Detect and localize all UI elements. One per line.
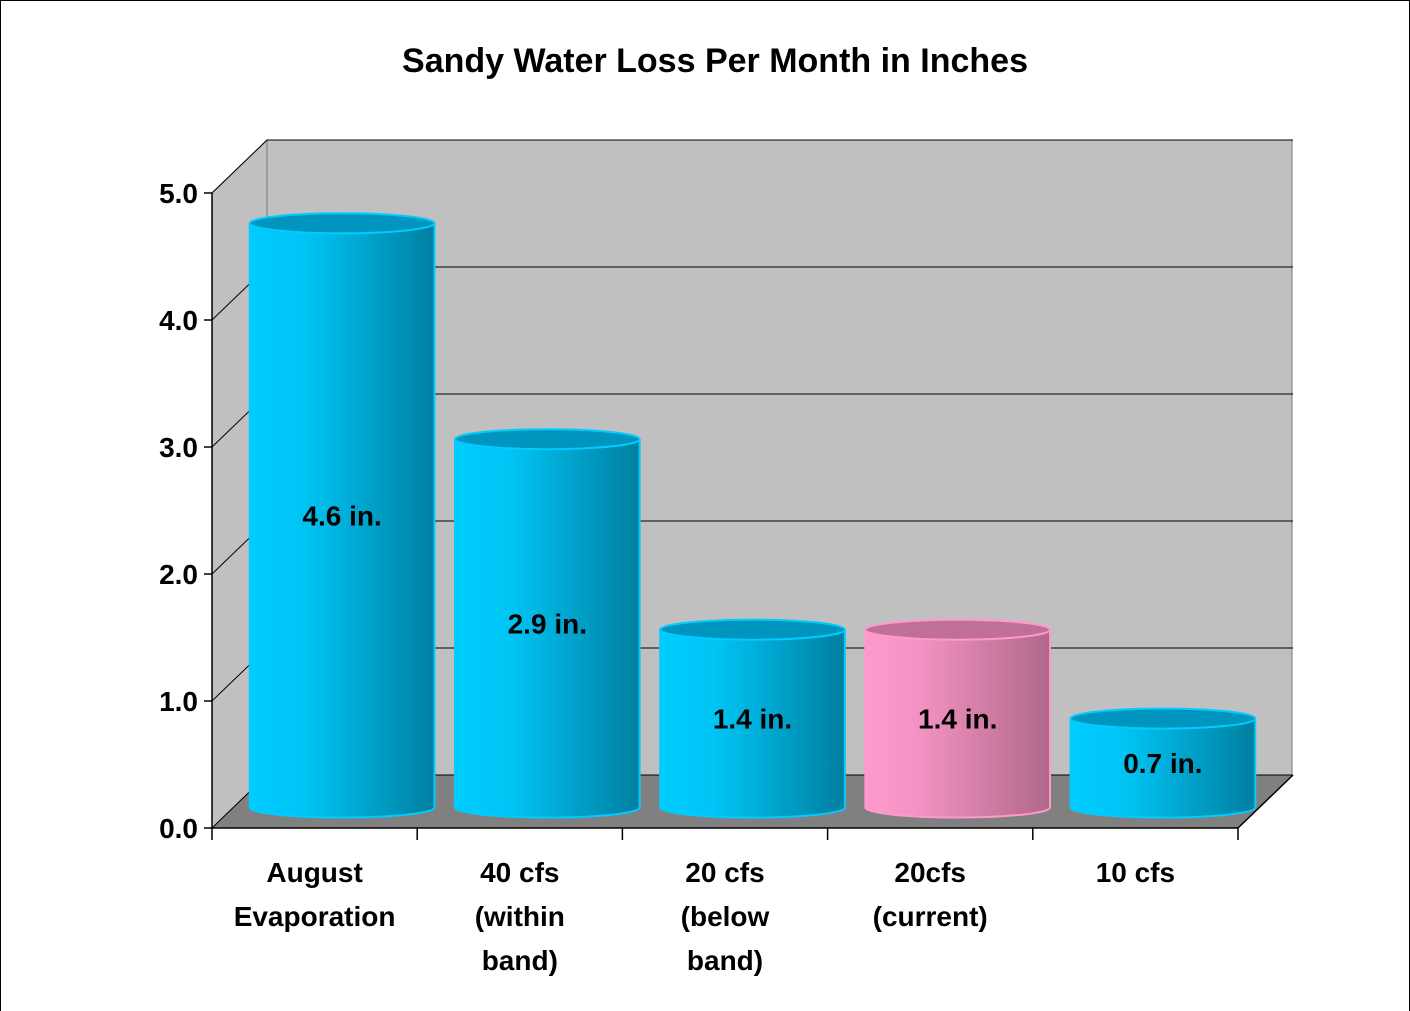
value-label: 2.9 in. bbox=[508, 608, 587, 639]
x-tick-label-line: (within bbox=[475, 901, 565, 932]
x-tick-label: August Evaporation bbox=[234, 857, 396, 932]
x-tick-label-line: August bbox=[266, 857, 362, 888]
x-tick-label-line: (below bbox=[681, 901, 770, 932]
bar-top bbox=[248, 212, 436, 235]
value-label: 0.7 in. bbox=[1123, 748, 1202, 779]
x-tick-label-line: band) bbox=[687, 945, 763, 976]
x-tick-label: 20 cfs (below band) bbox=[681, 857, 770, 976]
x-tick-label: 40 cfs (within band) bbox=[475, 857, 565, 976]
x-tick-label-line: 10 cfs bbox=[1096, 857, 1175, 888]
bar-body bbox=[1070, 718, 1256, 808]
bar bbox=[864, 618, 1052, 819]
bar-top bbox=[1069, 707, 1257, 730]
bar-body bbox=[249, 223, 435, 808]
y-tick-label: 1.0 bbox=[159, 686, 198, 717]
grid-line-side bbox=[211, 139, 268, 194]
x-tick-label-line: Evaporation bbox=[234, 901, 396, 932]
y-tick-label: 4.0 bbox=[159, 305, 198, 336]
bar bbox=[659, 618, 846, 819]
value-label: 1.4 in. bbox=[713, 704, 792, 735]
x-tick-label: 10 cfs bbox=[1096, 857, 1175, 888]
floor-edge bbox=[1237, 774, 1294, 829]
x-tick-label-line: 20cfs bbox=[894, 857, 966, 888]
bar-top bbox=[659, 618, 846, 641]
bar-body bbox=[865, 629, 1051, 808]
value-label: 1.4 in. bbox=[918, 704, 997, 735]
bar bbox=[1069, 707, 1257, 819]
x-tick-label: 20cfs (current) bbox=[873, 857, 988, 932]
y-tick-label: 0.0 bbox=[159, 813, 198, 844]
bar bbox=[248, 212, 436, 819]
chart-title: Sandy Water Loss Per Month in Inches bbox=[402, 42, 1028, 80]
bar-top bbox=[864, 618, 1052, 641]
y-tick-label: 5.0 bbox=[159, 178, 198, 209]
bar-body bbox=[454, 439, 640, 808]
x-tick-label-line: 40 cfs bbox=[480, 857, 559, 888]
bar-top bbox=[453, 428, 641, 451]
bar-body bbox=[660, 629, 845, 808]
x-tick-label-line: band) bbox=[482, 945, 558, 976]
x-tick-label-line: (current) bbox=[873, 901, 988, 932]
y-tick-label: 3.0 bbox=[159, 432, 198, 463]
y-tick-label: 2.0 bbox=[159, 559, 198, 590]
value-label: 4.6 in. bbox=[302, 500, 381, 531]
x-tick-label-line: 20 cfs bbox=[685, 857, 764, 888]
bar bbox=[453, 428, 641, 819]
